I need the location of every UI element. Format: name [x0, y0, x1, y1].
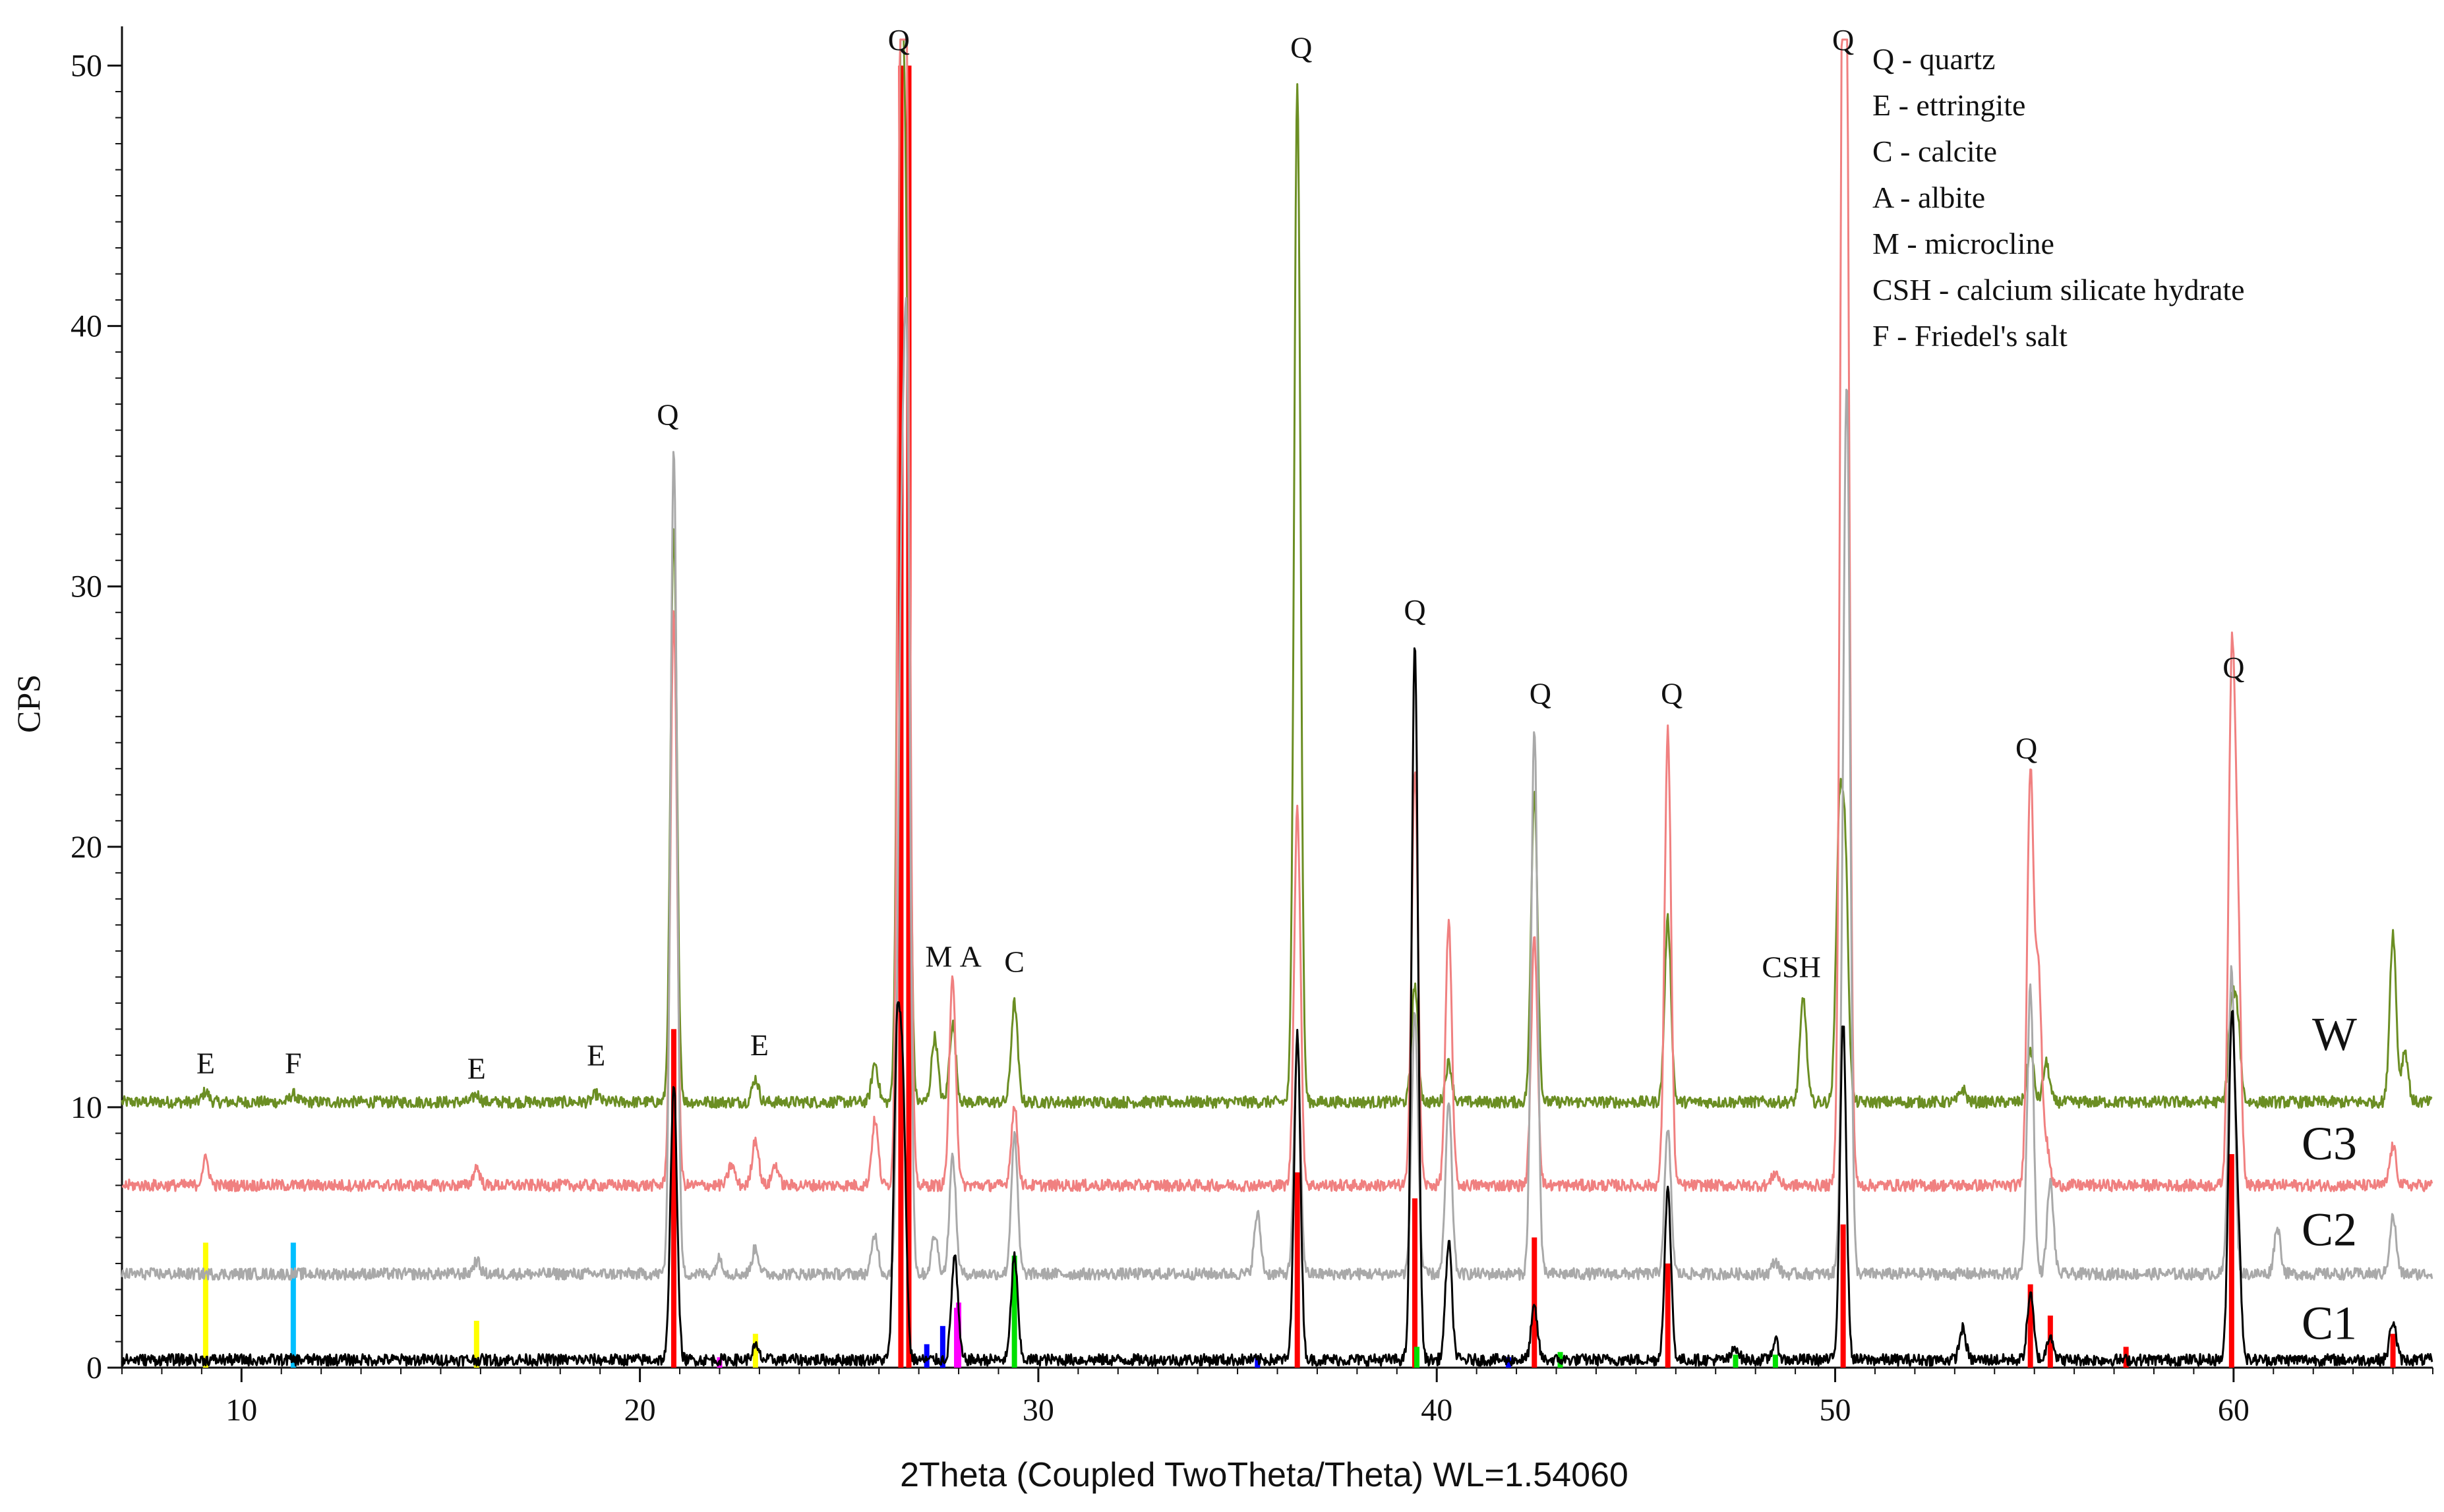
legend-entry: A - albite: [1872, 181, 1985, 214]
peak-label: C: [1004, 945, 1025, 978]
series-line-c3: [121, 38, 2433, 1192]
reference-stick: [898, 65, 904, 1368]
x-axis-title: 2Theta (Coupled TwoTheta/Theta) WL=1.540…: [900, 1456, 1628, 1494]
reference-stick: [2047, 1315, 2053, 1368]
series-label: W: [2312, 1008, 2357, 1061]
peak-label: CSH: [1762, 950, 1820, 983]
reference-stick: [1255, 1357, 1261, 1368]
peak-label: Q: [1404, 593, 1425, 627]
reference-stick: [1665, 1263, 1671, 1368]
reference-stick: [939, 1325, 945, 1368]
y-tick-label: 20: [71, 830, 102, 865]
peak-label: E: [587, 1039, 605, 1072]
legend-entry: F - Friedel's salt: [1872, 319, 2068, 353]
reference-stick: [1011, 1256, 1017, 1368]
peak-label: E: [467, 1051, 486, 1085]
reference-stick: [1733, 1354, 1739, 1368]
series-labels: W C3 C2 C1: [2302, 1008, 2357, 1350]
legend-entry: M - microcline: [1872, 227, 2054, 260]
peak-label: Q: [888, 23, 910, 57]
reference-stick: [1412, 1198, 1417, 1368]
series-line-c1: [121, 647, 2433, 1367]
reference-stick: [1294, 1172, 1300, 1368]
x-tick-label: 40: [1421, 1393, 1452, 1428]
y-tick-label: 40: [71, 309, 102, 344]
series-label: C1: [2302, 1297, 2357, 1350]
peak-label: Q: [2015, 731, 2037, 765]
axes: 0 10 20 30 40 50 10 20 30 40 50 60: [71, 26, 2433, 1428]
peak-label: F: [285, 1047, 302, 1080]
x-tick-label: 20: [624, 1393, 656, 1428]
reference-stick: [924, 1344, 930, 1368]
series-line-w: [121, 38, 2433, 1109]
peak-label: Q: [1530, 677, 1551, 711]
x-tick-label: 30: [1023, 1393, 1054, 1428]
reference-stick: [956, 1302, 962, 1368]
series-line-c2: [121, 297, 2433, 1281]
series-label: C3: [2302, 1117, 2357, 1170]
legend-entry: E - ettringite: [1872, 88, 2025, 122]
reference-stick: [1414, 1347, 1420, 1368]
x-tick-label: 10: [225, 1393, 257, 1428]
peak-label: Q: [2222, 651, 2244, 684]
reference-stick: [473, 1320, 479, 1368]
legend: Q - quartz E - ettringite C - calcite A - a…: [1872, 42, 2245, 353]
x-tick-label: 60: [2218, 1393, 2250, 1428]
peak-label: Q: [1832, 23, 1854, 57]
y-tick-label: 0: [86, 1351, 102, 1385]
reference-stick: [752, 1333, 758, 1368]
series-label: C2: [2302, 1203, 2357, 1256]
y-tick-label: 10: [71, 1090, 102, 1125]
reference-stick: [202, 1242, 208, 1368]
peak-label: Q: [657, 398, 678, 432]
legend-entry: CSH - calcium silicate hydrate: [1872, 273, 2245, 306]
peak-label: A: [960, 940, 982, 974]
peak-label: E: [196, 1047, 215, 1080]
reference-stick: [2228, 1154, 2234, 1368]
reference-stick: [1772, 1354, 1778, 1368]
reference-stick: [1506, 1357, 1511, 1368]
peak-label: Q: [1290, 31, 1312, 65]
y-axis-title: CPS: [10, 674, 47, 733]
reference-stick: [290, 1242, 296, 1368]
peak-label: Q: [1661, 677, 1683, 711]
y-tick-label: 30: [71, 569, 102, 604]
legend-entry: C - calcite: [1872, 134, 1997, 168]
series-lines: [121, 38, 2433, 1367]
peak-labels: E F E E E Q Q M A C Q Q Q Q CSH Q Q Q: [196, 23, 2245, 1086]
reference-stick: [1532, 1237, 1537, 1368]
reference-stick: [1840, 1224, 1846, 1368]
reference-stick: [2027, 1284, 2033, 1368]
peak-label: E: [750, 1028, 769, 1062]
y-tick-label: 50: [71, 49, 102, 84]
peak-label: M: [925, 940, 952, 974]
x-tick-label: 50: [1820, 1393, 1851, 1428]
legend-entry: Q - quartz: [1872, 42, 1995, 76]
reference-stick: [2390, 1333, 2396, 1368]
reference-stick: [671, 1029, 676, 1368]
